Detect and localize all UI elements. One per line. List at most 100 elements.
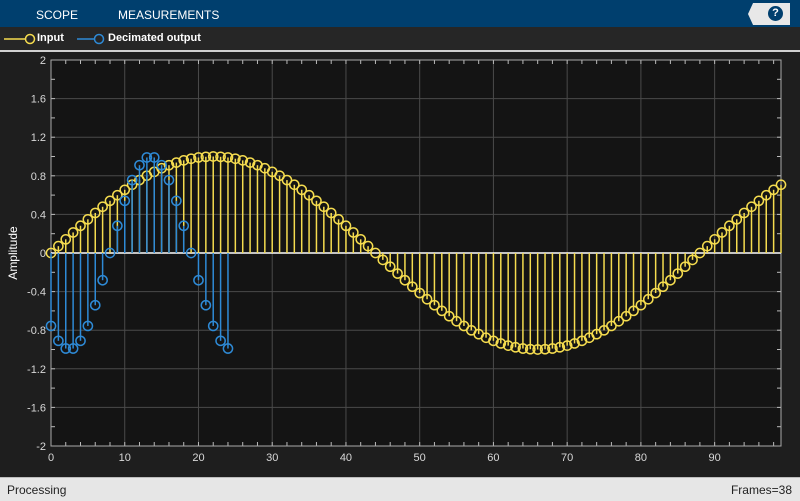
stem-marker [569,338,580,349]
stem-marker [362,240,374,252]
stem-marker [45,320,57,332]
stem-marker [207,320,219,332]
legend-input[interactable]: Input [37,32,64,44]
stem-marker [178,220,190,232]
status-bar: Processing Frames=38 [0,477,800,501]
stem-marker [502,340,514,351]
stem-marker [193,274,204,286]
help-button[interactable]: ? [748,3,790,25]
y-tick-label: -1.2 [27,364,46,376]
x-tick-label: 40 [340,452,352,464]
x-tick-label: 80 [635,452,647,464]
stem-marker [370,247,381,259]
output-legend-marker-icon [93,33,105,45]
stem-marker [340,220,352,232]
stem-marker [561,340,573,351]
stem-marker [701,240,713,252]
stem-marker [185,153,197,165]
stem-marker [746,201,757,213]
stem-marker [333,213,344,225]
stem-marker [628,305,639,317]
stem-marker [738,207,750,219]
stem-marker [185,247,197,259]
stem-marker [244,157,256,168]
stem-marker [82,213,94,225]
y-axis-label: Amplitude [6,226,20,280]
stem-marker [60,343,72,354]
stem-marker [547,343,558,354]
stem-marker [97,274,108,286]
stem-marker [347,227,359,238]
stem-marker [760,189,772,201]
x-tick-label: 10 [119,452,131,464]
y-tick-label: 0.4 [31,209,46,221]
frame-count: Frames=38 [730,483,792,497]
plot-area: 0 10 20 30 40 50 60 70 80 90 2 1.6 1.2 0.8 0.4 0 -0.4 -0.… [6,55,787,464]
x-tick-label: 50 [414,452,426,464]
stem-marker [288,179,300,191]
help-icon: ? [768,6,783,21]
legend: Input Decimated output [0,27,800,52]
y-tick-label: 1.6 [31,94,46,106]
stem-marker [215,151,226,163]
x-tick-label: 30 [266,452,278,464]
stem-marker [620,310,632,322]
stem-marker [148,152,160,163]
stem-marker [665,274,676,286]
stem-marker [672,268,684,279]
stem-marker [296,184,308,196]
y-tick-label: 0.8 [31,171,46,183]
stem-marker [642,293,654,305]
stem-marker [229,153,241,165]
stem-marker [451,315,462,327]
stem-marker [384,261,396,273]
stem-marker [171,195,182,207]
stem-marker [399,274,411,286]
stem-marker [303,189,315,201]
y-tick-label: -2 [36,441,46,453]
stem-marker [716,227,728,238]
legend-markers [4,33,105,45]
stem-marker [89,207,101,219]
stem-marker [311,195,322,207]
stem-marker [75,335,86,347]
stem-marker [134,159,145,171]
y-tick-label: 0 [40,248,46,260]
stem-marker [613,315,625,327]
stem-marker [532,344,544,355]
stem-marker [510,341,521,353]
stem-marker [200,151,212,163]
stem-marker [724,220,735,232]
y-tick-label: 1.2 [31,132,46,144]
stem-marker [436,305,448,317]
y-tick-label: -0.4 [27,287,46,299]
legend-decimated-output[interactable]: Decimated output [108,32,201,44]
stem-marker [281,174,293,186]
stem-marker [539,343,551,355]
tab-scope[interactable]: SCOPE [36,8,79,22]
stem-marker [60,233,72,245]
stem-marker [126,174,138,186]
stem-marker [53,240,64,252]
tab-measurements[interactable]: MEASUREMENTS [118,8,220,22]
stem-marker [53,335,64,347]
stem-marker [429,299,440,311]
x-tick-label: 60 [487,452,499,464]
stem-marker [67,227,79,238]
stem-marker [392,268,403,279]
stem-marker [517,343,529,354]
status-text: Processing [7,483,67,497]
stem-marker [768,184,779,196]
y-tick-label: 2 [40,55,46,67]
stem-marker [97,201,108,213]
stem-marker [731,213,743,225]
stem-marker [679,261,691,273]
stem-marker [222,343,234,354]
stem-marker [104,195,116,207]
stem-marker [82,320,94,332]
stem-marker [606,320,617,332]
stem-marker [75,220,86,232]
stem-marker [753,195,765,207]
input-legend-marker-icon [24,33,36,45]
stem-marker [657,281,669,293]
